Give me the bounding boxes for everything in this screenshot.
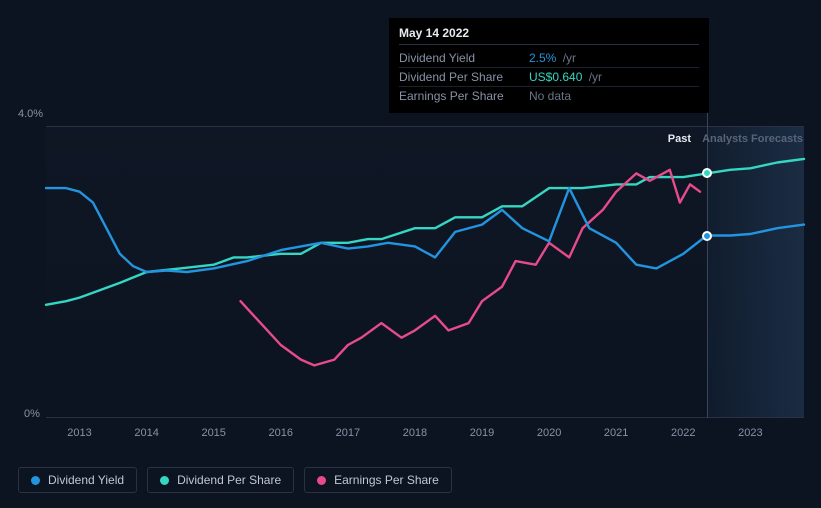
tooltip-row-key: Dividend Per Share bbox=[399, 70, 529, 84]
legend-item[interactable]: Dividend Per Share bbox=[147, 467, 294, 493]
chart-tooltip: May 14 2022 Dividend Yield2.5% /yrDivide… bbox=[389, 18, 709, 113]
x-axis-tick: 2015 bbox=[201, 427, 225, 439]
x-axis-tick: 2020 bbox=[537, 427, 561, 439]
legend-item-label: Earnings Per Share bbox=[334, 473, 439, 487]
tooltip-row: Earnings Per ShareNo data bbox=[399, 87, 699, 105]
x-axis-tick: 2022 bbox=[671, 427, 695, 439]
tooltip-row: Dividend Yield2.5% /yr bbox=[399, 49, 699, 68]
legend-dot-icon bbox=[31, 476, 40, 485]
x-axis-tick: 2018 bbox=[403, 427, 427, 439]
tooltip-row: Dividend Per ShareUS$0.640 /yr bbox=[399, 68, 699, 87]
x-axis-tick: 2021 bbox=[604, 427, 628, 439]
legend-item-label: Dividend Per Share bbox=[177, 473, 281, 487]
legend-item[interactable]: Earnings Per Share bbox=[304, 467, 452, 493]
x-axis-tick: 2016 bbox=[269, 427, 293, 439]
forecast-region-label: Analysts Forecasts bbox=[702, 133, 803, 145]
x-axis-tick: 2019 bbox=[470, 427, 494, 439]
legend-item[interactable]: Dividend Yield bbox=[18, 467, 137, 493]
legend-dot-icon bbox=[317, 476, 326, 485]
y-axis-max-label: 4.0% bbox=[18, 108, 43, 120]
tooltip-date: May 14 2022 bbox=[399, 26, 699, 45]
tooltip-row-value: 2.5% /yr bbox=[529, 51, 699, 65]
line-chart-svg bbox=[46, 126, 804, 418]
tooltip-row-value: US$0.640 /yr bbox=[529, 70, 699, 84]
y-axis-min-label: 0% bbox=[24, 408, 40, 420]
tooltip-row-key: Dividend Yield bbox=[399, 51, 529, 65]
tooltip-row-key: Earnings Per Share bbox=[399, 89, 529, 103]
chart-container: 4.0% 0% Past Analysts Forecasts 2013 2014… bbox=[0, 0, 821, 508]
legend-item-label: Dividend Yield bbox=[48, 473, 124, 487]
x-axis-tick: 2023 bbox=[738, 427, 762, 439]
legend-dot-icon bbox=[160, 476, 169, 485]
tooltip-row-value: No data bbox=[529, 89, 699, 103]
x-axis-tick: 2013 bbox=[67, 427, 91, 439]
hover-marker bbox=[702, 231, 712, 241]
hover-marker bbox=[702, 168, 712, 178]
chart-legend: Dividend Yield Dividend Per Share Earnings… bbox=[18, 467, 452, 493]
past-region-label: Past bbox=[668, 133, 691, 145]
x-axis-tick: 2014 bbox=[134, 427, 158, 439]
x-axis-tick: 2017 bbox=[336, 427, 360, 439]
